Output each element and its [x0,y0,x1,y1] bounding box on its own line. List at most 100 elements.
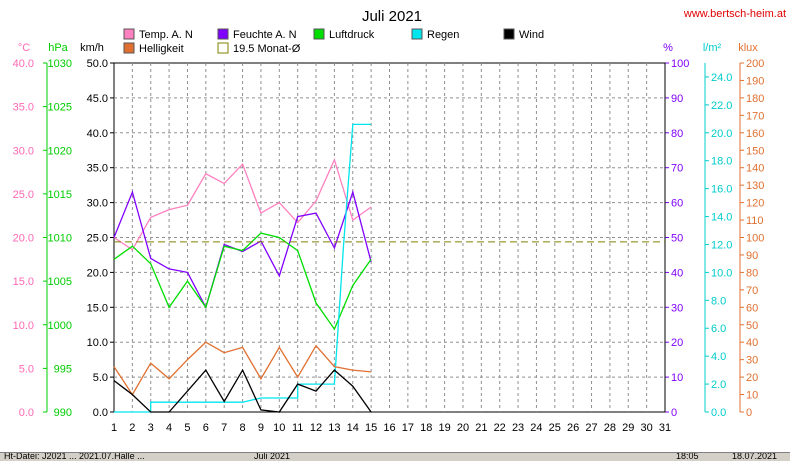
axis-tick-label-press: 1015 [48,189,72,201]
series-line-regen [114,123,372,413]
axis-label-hum: % [663,42,673,54]
legend-swatch [123,28,135,40]
series-line-feuchte-a-n [113,189,372,310]
axis-tick-label-light: 80 [746,267,758,279]
x-tick-label: 23 [512,422,524,434]
axis-tick-label-temp: 5.0 [19,363,34,375]
x-tick-label: 9 [258,422,264,434]
x-tick-label: 12 [310,422,322,434]
legend-swatch [217,28,229,40]
axis-tick-label-temp: 15.0 [13,276,34,288]
series-line-wind [113,368,372,413]
axis-tick-label-rain: 0.0 [711,407,726,419]
axis-tick-label-temp: 40.0 [13,58,34,70]
axis-tick-label-temp: 0.0 [19,407,34,419]
x-tick-label: 21 [475,422,487,434]
legend-label: Wind [519,29,544,41]
axis-tick-label-rain: 24.0 [711,72,732,84]
status-file: Ht-Datei: J2021 ... 2021.07.Halle ... [4,452,145,461]
axis-tick-label-wind: 0.0 [93,407,108,419]
x-tick-label: 17 [402,422,414,434]
status-date: 18.07.2021 [732,452,778,461]
axis-tick-label-light: 140 [746,163,764,175]
axis-tick-label-press: 1020 [48,145,72,157]
x-tick-label: 31 [659,422,671,434]
website-label[interactable]: www.bertsch-heim.at [683,8,786,20]
axis-tick-label-temp: 30.0 [13,145,34,157]
axis-tick-label-light: 170 [746,110,764,122]
x-tick-label: 26 [567,422,579,434]
axis-tick-label-light: 0 [746,407,752,419]
axis-tick-label-light: 110 [746,215,764,227]
x-tick-label: 5 [184,422,190,434]
axis-tick-label-hum: 30 [671,302,683,314]
axis-tick-label-hum: 90 [671,93,683,105]
axis-tick-label-wind: 35.0 [87,163,108,175]
axis-tick-label-rain: 22.0 [711,100,732,112]
legend-label: Helligkeit [139,43,184,55]
x-tick-label: 29 [622,422,634,434]
axis-label-rain: l/m² [703,42,722,54]
axis-tick-label-wind: 5.0 [93,372,108,384]
x-tick-label: 1 [111,422,117,434]
status-bar: Ht-Datei: J2021 ... 2021.07.Halle ... Ju… [0,452,790,461]
axis-tick-label-rain: 20.0 [711,128,732,140]
axis-tick-label-press: 990 [54,407,72,419]
axis-label-temp: °C [18,42,30,54]
axis-tick-label-rain: 4.0 [711,351,726,363]
axis-tick-label-rain: 16.0 [711,184,732,196]
axis-tick-label-temp: 25.0 [13,189,34,201]
axis-tick-label-temp: 10.0 [13,320,34,332]
x-tick-label: 14 [347,422,359,434]
legend-label: 19.5 Monat-Ø [233,43,301,55]
axis-tick-label-wind: 20.0 [87,267,108,279]
axis-tick-label-rain: 10.0 [711,267,732,279]
axis-tick-label-wind: 30.0 [87,198,108,210]
legend-swatch [313,28,325,40]
axis-tick-label-light: 180 [746,93,764,105]
legend-swatch [503,28,515,40]
axis-tick-label-light: 40 [746,337,758,349]
x-tick-label: 20 [457,422,469,434]
axis-tick-label-hum: 50 [671,233,683,245]
axis-tick-label-rain: 2.0 [711,379,726,391]
x-tick-label: 27 [585,422,597,434]
series-line-temp-a-n [113,157,372,251]
x-tick-label: 13 [328,422,340,434]
axis-tick-label-light: 100 [746,233,764,245]
axis-tick-label-hum: 40 [671,267,683,279]
axis-tick-label-hum: 0 [671,407,677,419]
x-tick-label: 30 [641,422,653,434]
axis-tick-label-light: 90 [746,250,758,262]
x-tick-label: 28 [604,422,616,434]
axis-tick-label-wind: 45.0 [87,93,108,105]
axis-label-press: hPa [48,42,68,54]
x-tick-label: 8 [240,422,246,434]
legend-swatch [217,42,229,54]
legend-label: Regen [427,29,459,41]
axis-tick-label-press: 1005 [48,276,72,288]
axis-tick-label-light: 60 [746,302,758,314]
axis-tick-label-press: 1030 [48,58,72,70]
legend-swatch [123,42,135,54]
x-tick-label: 3 [148,422,154,434]
x-tick-label: 19 [438,422,450,434]
axis-label-light: klux [738,42,758,54]
axis-tick-label-light: 160 [746,128,764,140]
axis-tick-label-wind: 10.0 [87,337,108,349]
status-time: 18:05 [676,452,699,461]
axis-tick-label-temp: 35.0 [13,102,34,114]
axis-tick-label-light: 200 [746,58,764,70]
x-tick-label: 16 [383,422,395,434]
axis-tick-label-wind: 25.0 [87,233,108,245]
axis-tick-label-hum: 70 [671,163,683,175]
x-tick-label: 22 [494,422,506,434]
axis-tick-label-press: 1010 [48,233,72,245]
series-group [113,123,665,413]
axis-tick-label-hum: 10 [671,372,683,384]
legend-label: Luftdruck [329,29,375,41]
axis-tick-label-light: 70 [746,285,758,297]
x-tick-label: 25 [549,422,561,434]
series-line-luftdruck [113,232,372,331]
axis-tick-label-rain: 6.0 [711,323,726,335]
